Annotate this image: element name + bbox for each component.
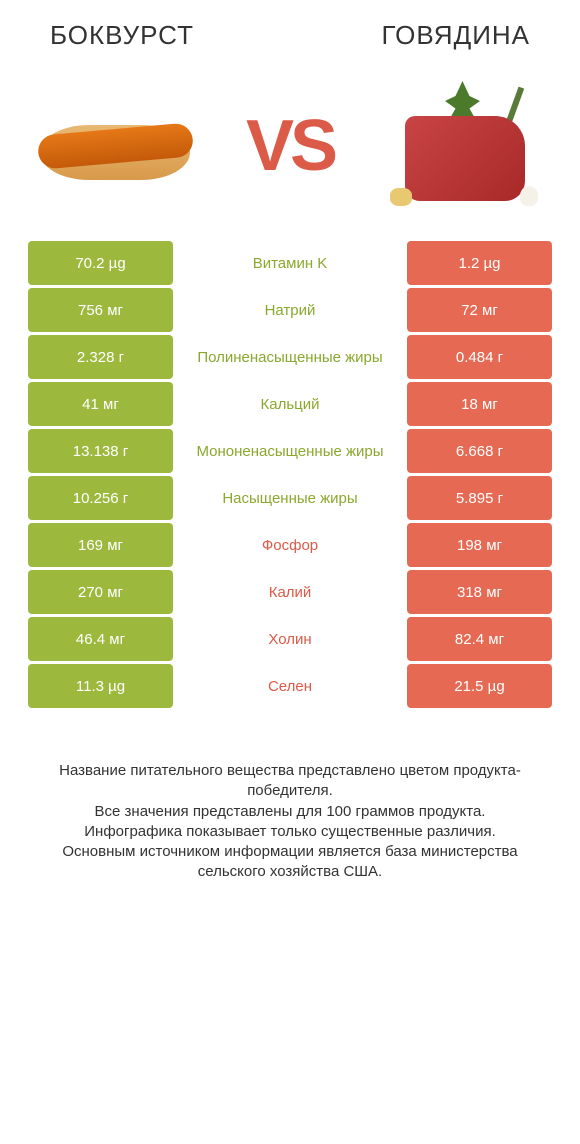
table-row: 41 мгКальций18 мг <box>28 382 552 426</box>
value-left: 11.3 µg <box>28 664 173 708</box>
value-right: 198 мг <box>407 523 552 567</box>
value-left: 756 мг <box>28 288 173 332</box>
value-right: 6.668 г <box>407 429 552 473</box>
header: БОКВУРСТ ГОВЯДИНА <box>0 0 580 61</box>
value-left: 13.138 г <box>28 429 173 473</box>
table-row: 169 мгФосфор198 мг <box>28 523 552 567</box>
footer-line: Название питательного вещества представл… <box>28 761 552 802</box>
table-row: 11.3 µgСелен21.5 µg <box>28 664 552 708</box>
nutrient-label: Фосфор <box>173 523 407 567</box>
value-left: 169 мг <box>28 523 173 567</box>
value-left: 41 мг <box>28 382 173 426</box>
table-row: 70.2 µgВитамин K1.2 µg <box>28 241 552 285</box>
value-left: 46.4 мг <box>28 617 173 661</box>
nutrient-label: Насыщенные жиры <box>173 476 407 520</box>
nutrient-label: Холин <box>173 617 407 661</box>
footer-line: Основным источником информации является … <box>28 842 552 883</box>
nutrient-label: Мононенасыщенные жиры <box>173 429 407 473</box>
comparison-table: 70.2 µgВитамин K1.2 µg756 мгНатрий72 мг2… <box>0 241 580 708</box>
value-left: 10.256 г <box>28 476 173 520</box>
title-right: ГОВЯДИНА <box>381 20 530 51</box>
nutrient-label: Селен <box>173 664 407 708</box>
nutrient-label: Кальций <box>173 382 407 426</box>
table-row: 756 мгНатрий72 мг <box>28 288 552 332</box>
value-left: 70.2 µg <box>28 241 173 285</box>
nutrient-label: Витамин K <box>173 241 407 285</box>
table-row: 2.328 гПолиненасыщенные жиры0.484 г <box>28 335 552 379</box>
value-right: 5.895 г <box>407 476 552 520</box>
images-row: VS <box>0 61 580 241</box>
beef-icon <box>390 81 540 211</box>
value-left: 2.328 г <box>28 335 173 379</box>
value-right: 1.2 µg <box>407 241 552 285</box>
title-left: БОКВУРСТ <box>50 20 194 51</box>
food-image-left <box>30 76 200 216</box>
nutrient-label: Полиненасыщенные жиры <box>173 335 407 379</box>
table-row: 13.138 гМононенасыщенные жиры6.668 г <box>28 429 552 473</box>
nutrient-label: Калий <box>173 570 407 614</box>
table-row: 270 мгКалий318 мг <box>28 570 552 614</box>
value-right: 318 мг <box>407 570 552 614</box>
value-right: 0.484 г <box>407 335 552 379</box>
nutrient-label: Натрий <box>173 288 407 332</box>
value-left: 270 мг <box>28 570 173 614</box>
hotdog-icon <box>40 101 190 191</box>
value-right: 18 мг <box>407 382 552 426</box>
value-right: 82.4 мг <box>407 617 552 661</box>
table-row: 46.4 мгХолин82.4 мг <box>28 617 552 661</box>
food-image-right <box>380 76 550 216</box>
vs-label: VS <box>246 105 334 187</box>
value-right: 72 мг <box>407 288 552 332</box>
value-right: 21.5 µg <box>407 664 552 708</box>
footer-notes: Название питательного вещества представл… <box>0 711 580 903</box>
footer-line: Инфографика показывает только существенн… <box>28 822 552 842</box>
footer-line: Все значения представлены для 100 граммо… <box>28 802 552 822</box>
table-row: 10.256 гНасыщенные жиры5.895 г <box>28 476 552 520</box>
